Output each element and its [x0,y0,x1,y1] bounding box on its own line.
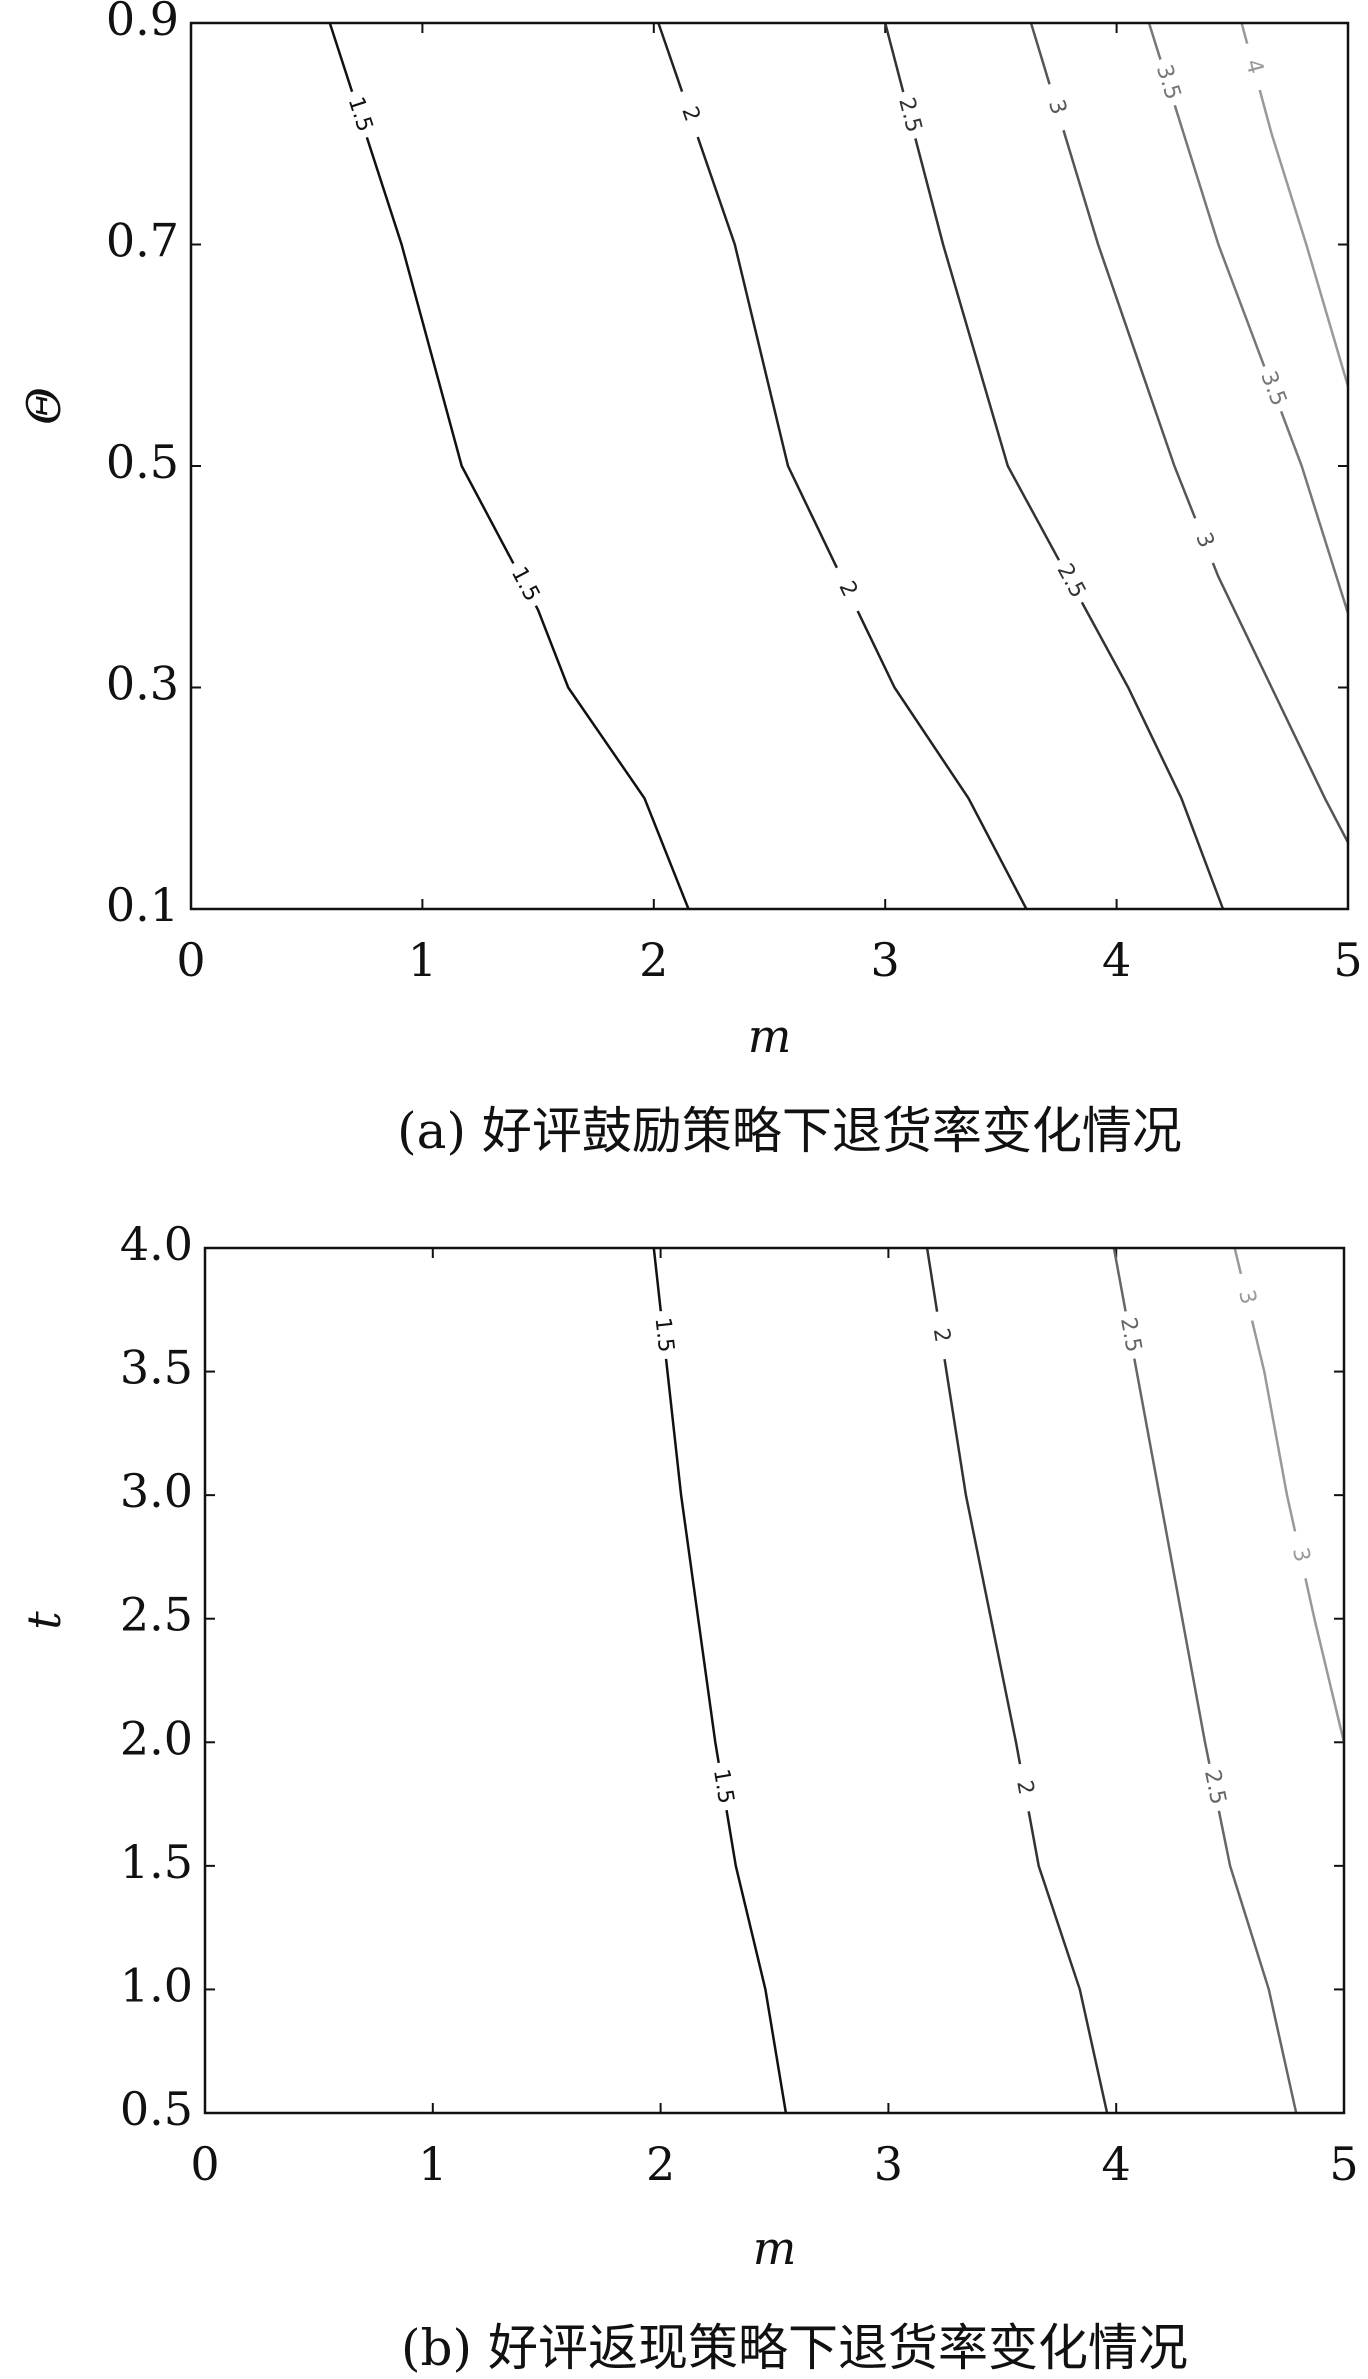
contour-label-bg [1148,55,1188,110]
contour-label-group: 2.5 [890,88,928,142]
y-tick-label: 0.7 [106,214,179,268]
contour-label-group: 2 [825,562,870,617]
contour-label: 1.5 [343,94,378,135]
contour-label: 1.5 [708,1767,738,1806]
y-tick-label: 1.0 [120,1958,193,2012]
x-axis-label: m [748,1009,792,1063]
contour-label-bg [1047,553,1094,609]
contour-line [657,22,1028,910]
x-tick-label: 1 [418,2137,447,2191]
contour-label: 2.5 [1199,1768,1230,1807]
y-axis-label: Θ [17,387,71,425]
y-tick-label: 0.1 [106,878,179,932]
contour-label-bg [1228,1270,1265,1324]
contour-label: 2 [1011,1778,1038,1796]
contour-label: 3 [1043,97,1071,118]
contour-label: 3 [1287,1545,1314,1564]
contour-label-group: 2.5 [1112,1309,1148,1361]
y-tick-label: 2.5 [120,1588,193,1642]
contour-line [652,1247,788,2114]
contour-label-bg [1282,1528,1319,1582]
contour-line [883,22,1225,910]
contour-label-bg [705,1760,740,1813]
y-tick-label: 2.0 [120,1711,193,1765]
contour-line [925,1247,1109,2114]
y-tick-label: 0.5 [120,2082,193,2136]
x-tick-label: 4 [1102,2137,1131,2191]
y-tick-label: 0.3 [106,657,179,711]
contour-label-bg [1183,513,1225,568]
x-tick-label: 5 [1333,933,1362,987]
y-tick-label: 1.5 [120,1835,193,1889]
contour-label-bg [339,87,380,142]
x-tick-label: 2 [639,933,668,987]
x-tick-label: 3 [871,933,900,987]
contour-label-group: 1.5 [705,1760,740,1813]
contour-label: 2.5 [893,95,926,135]
contour-label-bg [647,1309,679,1361]
caption: (a) 好评鼓励策略下退货率变化情况 [397,1102,1182,1160]
contour-label-bg [1234,40,1273,94]
contour-label-bg [1007,1761,1042,1814]
contour-line [1147,22,1350,614]
y-tick-label: 3.5 [120,1341,193,1395]
contour-label-group: 3 [1228,1270,1265,1324]
contour-label-bg [890,88,928,142]
x-tick-label: 0 [190,2137,219,2191]
x-tick-label: 5 [1329,2137,1358,2191]
contour-label-group: 2.5 [1196,1761,1232,1814]
contour-label-group: 2.5 [1047,553,1094,609]
y-tick-label: 0.5 [106,435,179,489]
contour-label-bg [1196,1761,1232,1814]
x-tick-label: 2 [646,2137,675,2191]
contour-label-group: 1.5 [647,1309,679,1361]
contour-label-bg [501,557,548,612]
contour-label-group: 3 [1183,513,1225,568]
contour-label-group: 3.5 [1252,361,1294,416]
contour-line [1029,22,1350,844]
contour-label: 4 [1240,57,1268,77]
contour-label-group: 1.5 [501,557,548,612]
contour-label-group: 3 [1282,1528,1319,1582]
x-tick-label: 0 [176,933,205,987]
y-tick-label: 0.9 [106,0,179,46]
contour-label: 3 [1233,1287,1261,1306]
y-tick-label: 4.0 [120,1217,193,1271]
contour-line [1233,1247,1346,1743]
contour-label-bg [1252,361,1294,416]
contour-label-group: 2 [669,87,711,142]
contour-label-bg [669,87,711,142]
contour-label-group: 1.5 [339,87,380,142]
x-tick-label: 4 [1102,933,1131,987]
contour-label-group: 3.5 [1148,55,1188,110]
contour-line [1112,1247,1298,2114]
x-tick-label: 1 [408,933,437,987]
contour-label-group: 3 [1037,80,1076,135]
contour-label: 2.5 [1115,1315,1146,1354]
plot-frame [189,21,1350,911]
y-axis-label: t [17,1611,71,1630]
contour-label: 1.5 [650,1316,679,1354]
x-axis-label: m [753,2221,797,2275]
contour-label-group: 2 [924,1309,958,1362]
contour-label-group: 4 [1234,40,1273,94]
caption: (b) 好评返现策略下退货率变化情况 [401,2319,1188,2377]
contour-line [328,22,690,910]
contour-label-group: 2 [1007,1761,1042,1814]
y-tick-label: 3.0 [120,1464,193,1518]
contour-label-bg [1037,80,1076,135]
x-tick-label: 3 [874,2137,903,2191]
contour-label-bg [924,1309,958,1362]
plot-frame [203,1246,1346,2115]
contour-label: 2 [928,1326,955,1344]
contour-label-bg [825,562,870,617]
contour-label: 3.5 [1151,62,1185,103]
contour-label-bg [1112,1309,1148,1361]
